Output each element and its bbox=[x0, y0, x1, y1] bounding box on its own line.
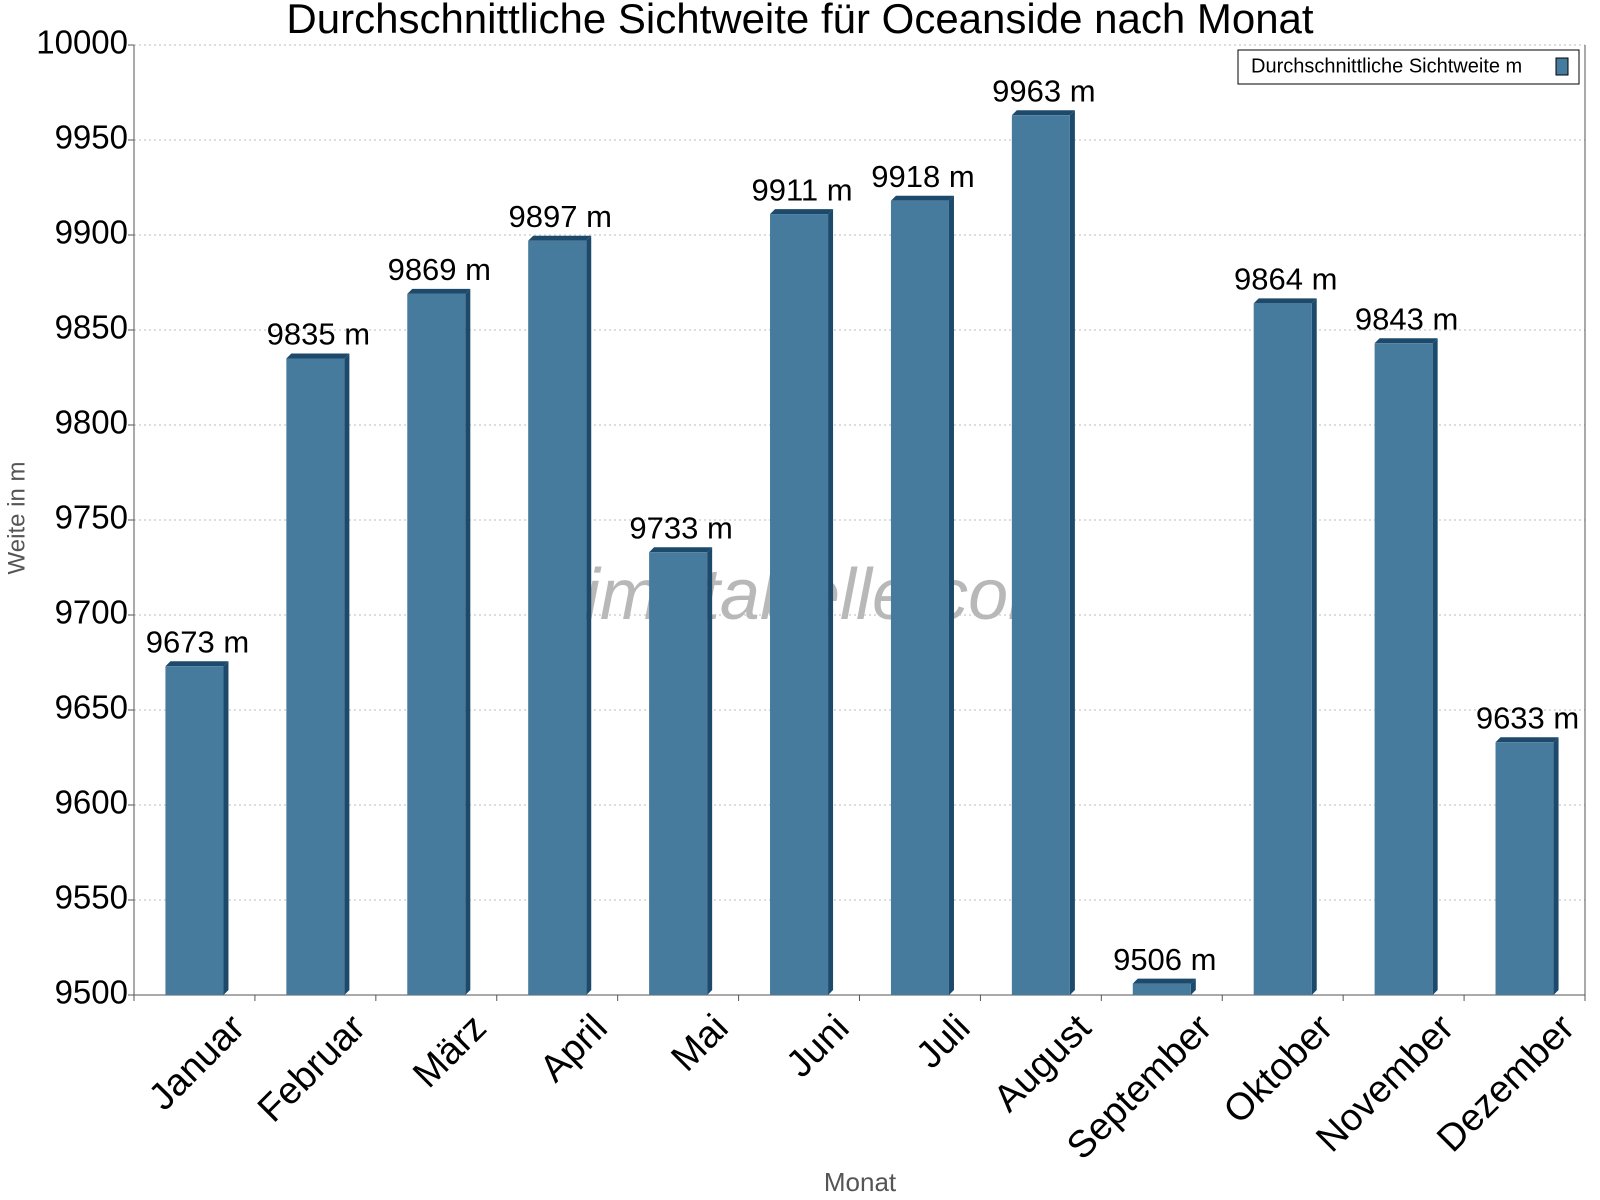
bar bbox=[165, 666, 224, 995]
x-tick-label: Juni bbox=[779, 1007, 858, 1086]
bar-side bbox=[1432, 338, 1438, 995]
bar bbox=[649, 552, 708, 995]
bar bbox=[770, 214, 829, 996]
x-tick-label: März bbox=[405, 1007, 494, 1096]
y-tick-label: 9500 bbox=[55, 974, 128, 1011]
value-label: 9918 m bbox=[871, 159, 974, 194]
y-tick-label: 9700 bbox=[55, 594, 128, 631]
legend-label: Durchschnittliche Sichtweite m bbox=[1251, 55, 1522, 77]
x-tick-label: Mai bbox=[664, 1007, 737, 1080]
value-label: 9633 m bbox=[1476, 700, 1579, 735]
bar-top bbox=[528, 235, 592, 241]
y-tick-label: 9850 bbox=[55, 309, 128, 346]
x-tick-label: Januar bbox=[141, 1007, 253, 1119]
y-tick-label: 9900 bbox=[55, 214, 128, 251]
value-label: 9506 m bbox=[1113, 942, 1216, 977]
chart-title: Durchschnittliche Sichtweite für Oceansi… bbox=[286, 0, 1314, 42]
bar-top bbox=[649, 547, 713, 553]
bar bbox=[286, 358, 345, 995]
value-label: 9843 m bbox=[1355, 301, 1458, 336]
bar-top bbox=[1132, 978, 1196, 984]
bar-side bbox=[1311, 298, 1317, 995]
x-tick-label: April bbox=[532, 1007, 615, 1090]
y-axis-label: Weite in m bbox=[3, 462, 30, 575]
bar-top bbox=[1253, 298, 1317, 304]
value-label: 9864 m bbox=[1234, 262, 1337, 297]
bar-top bbox=[1011, 110, 1075, 116]
y-tick-label: 9600 bbox=[55, 784, 128, 821]
bar-side bbox=[1069, 110, 1075, 996]
value-label: 9673 m bbox=[146, 624, 249, 659]
x-axis-label: Monat bbox=[824, 1167, 897, 1197]
value-label: 9897 m bbox=[509, 199, 612, 234]
x-tick-label: August bbox=[986, 1006, 1100, 1120]
y-tick-label: 9550 bbox=[55, 879, 128, 916]
x-tick-label: Juli bbox=[908, 1007, 978, 1077]
bar-side bbox=[223, 661, 229, 995]
bar-side bbox=[828, 209, 834, 996]
x-tick-label: Februar bbox=[250, 1007, 374, 1131]
bar-top bbox=[1374, 338, 1438, 344]
value-label: 9835 m bbox=[267, 317, 370, 352]
legend-swatch bbox=[1555, 57, 1569, 76]
bar-side bbox=[1553, 737, 1559, 995]
bar-top bbox=[286, 353, 350, 359]
bar bbox=[1132, 983, 1191, 995]
bar-side bbox=[465, 288, 471, 995]
bar-top bbox=[890, 195, 954, 201]
x-tick-label: Oktober bbox=[1216, 1007, 1342, 1133]
value-label: 9963 m bbox=[992, 73, 1095, 108]
value-label: 9911 m bbox=[751, 172, 852, 207]
value-label: 9869 m bbox=[388, 252, 491, 287]
y-tick-label: 9750 bbox=[55, 499, 128, 536]
bar bbox=[528, 240, 587, 995]
bar-side bbox=[707, 547, 713, 995]
legend-box bbox=[1237, 49, 1580, 85]
y-tick-label: 10000 bbox=[36, 24, 128, 61]
bar bbox=[407, 293, 466, 995]
y-tick-label: 9800 bbox=[55, 404, 128, 441]
y-tick-label: 9650 bbox=[55, 689, 128, 726]
bar bbox=[1374, 343, 1433, 995]
bar-side bbox=[948, 195, 954, 996]
bar-top bbox=[770, 209, 834, 215]
bar bbox=[1011, 115, 1070, 996]
bar-top bbox=[407, 288, 471, 294]
bar-top bbox=[165, 661, 229, 667]
bar-side bbox=[586, 235, 592, 995]
bar-side bbox=[1190, 978, 1196, 995]
bar bbox=[1495, 742, 1554, 995]
y-tick-label: 9950 bbox=[55, 119, 128, 156]
value-label: 9733 m bbox=[629, 510, 732, 545]
bar-side bbox=[344, 353, 350, 995]
bar bbox=[1253, 303, 1312, 995]
bar bbox=[890, 200, 949, 996]
bar-top bbox=[1495, 737, 1559, 743]
